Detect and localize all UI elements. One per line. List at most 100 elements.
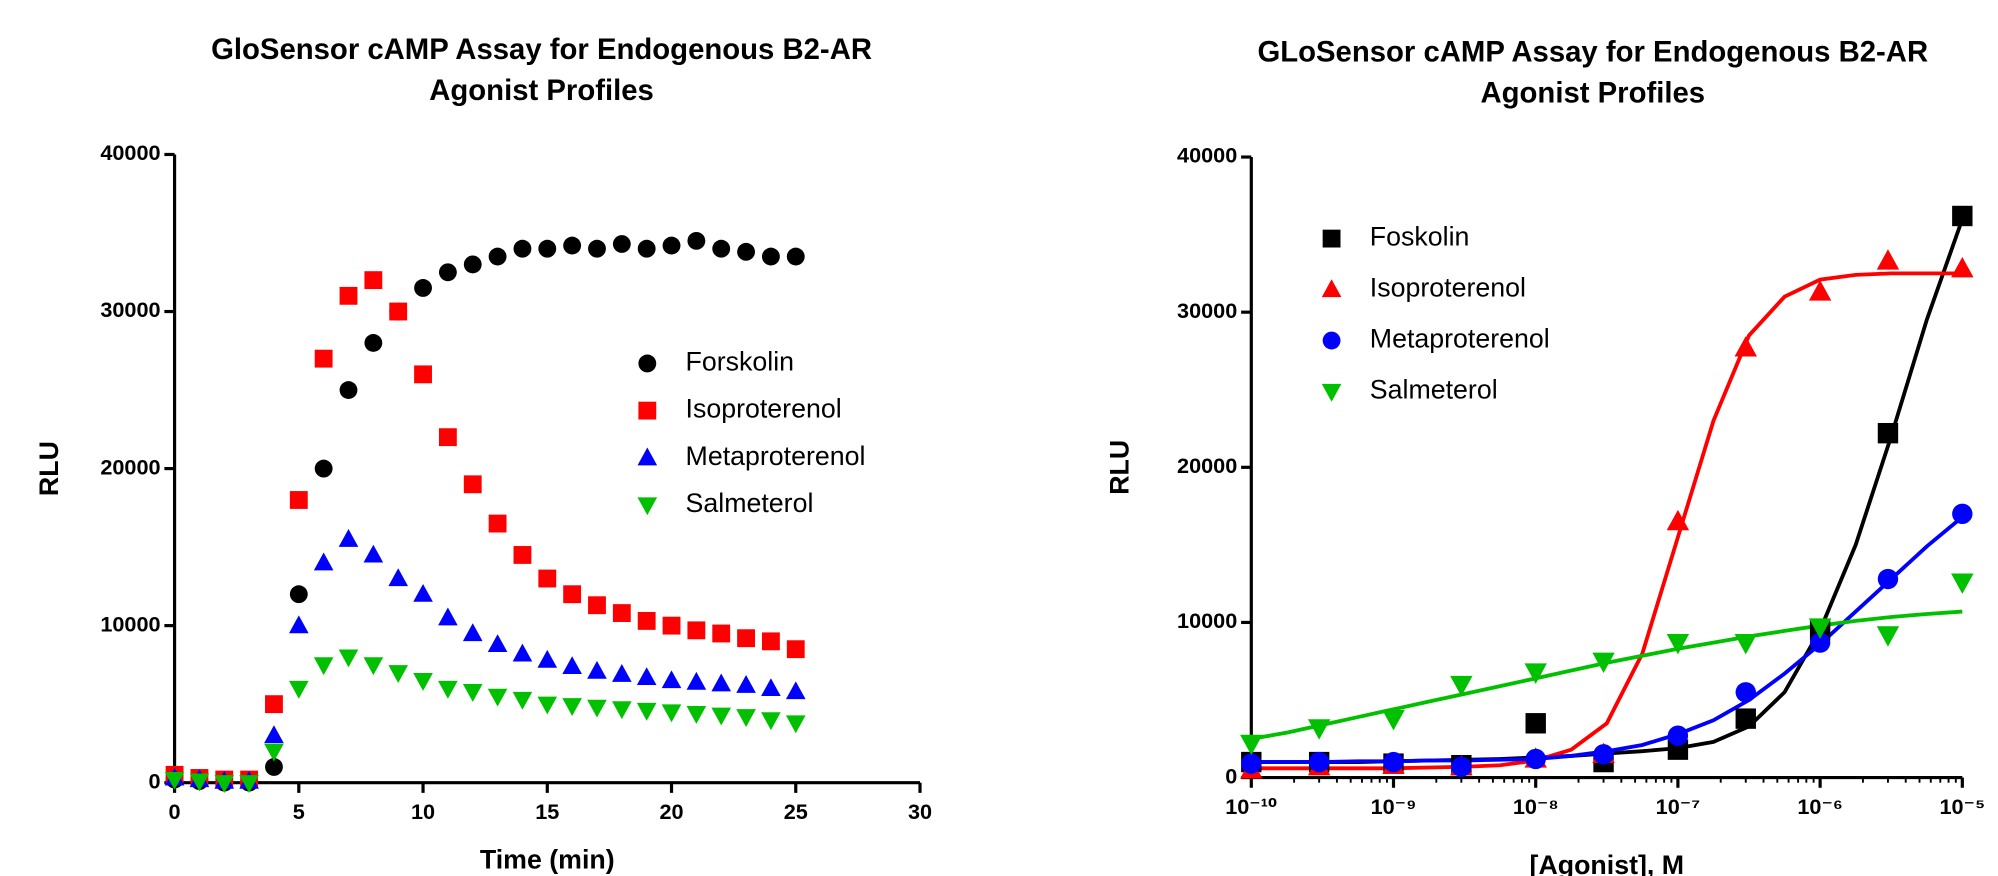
x-axis-label: Time (min) <box>480 845 615 875</box>
data-point <box>1877 568 1899 590</box>
data-point <box>1809 632 1831 653</box>
data-point <box>513 239 532 258</box>
chart-title: GLoSensor cAMP Assay for Endogenous B2-A… <box>1257 36 1928 69</box>
data-point <box>636 667 657 686</box>
legend-marker <box>1321 383 1342 402</box>
data-point <box>463 255 482 274</box>
chart-title: Agonist Profiles <box>429 74 654 107</box>
data-point <box>338 528 359 547</box>
data-point <box>786 247 805 266</box>
y-tick-label: 0 <box>1225 763 1237 788</box>
data-point <box>1592 652 1615 673</box>
data-point <box>588 596 606 615</box>
y-tick-label: 20000 <box>1177 453 1237 478</box>
data-point <box>1451 756 1472 777</box>
x-tick-label: 10 <box>411 799 435 824</box>
data-point <box>662 616 681 635</box>
data-point <box>264 725 284 744</box>
data-point <box>1241 753 1262 774</box>
y-tick-label: 10000 <box>100 611 160 636</box>
data-point <box>364 271 383 290</box>
data-point <box>264 743 284 762</box>
legend-label: Foskolin <box>1370 222 1470 252</box>
data-point <box>438 607 458 626</box>
legend-marker <box>637 497 658 516</box>
data-point <box>488 247 507 266</box>
data-point <box>637 611 656 630</box>
data-point <box>1524 663 1547 684</box>
legend-marker <box>638 354 657 373</box>
data-point <box>487 634 508 653</box>
data-point <box>1666 633 1690 655</box>
chart-title: Agonist Profiles <box>1480 76 1705 109</box>
data-point <box>1951 257 1974 278</box>
y-tick-label: 0 <box>149 768 161 793</box>
data-point <box>363 657 384 676</box>
data-point <box>1240 734 1263 756</box>
data-point <box>289 585 308 604</box>
data-point <box>1952 205 1973 227</box>
data-point <box>785 715 806 734</box>
data-point <box>1876 249 1900 270</box>
data-point <box>214 775 235 793</box>
data-point <box>537 696 558 715</box>
data-point <box>512 643 533 662</box>
x-tick-label: 15 <box>535 799 559 824</box>
data-point <box>1876 626 1900 647</box>
legend-label: Metaproterenol <box>1370 324 1550 354</box>
data-point <box>1877 422 1899 444</box>
data-point <box>189 773 210 792</box>
data-point <box>339 286 358 305</box>
x-tick-label: 10⁻⁹ <box>1371 794 1417 819</box>
data-point <box>1382 709 1405 731</box>
data-point <box>164 771 185 790</box>
chart-title: GloSensor cAMP Assay for Endogenous B2-A… <box>211 33 872 66</box>
data-point <box>1525 713 1546 734</box>
data-point <box>737 629 755 648</box>
y-axis-label: RLU <box>1104 440 1134 495</box>
data-point <box>512 691 533 710</box>
data-point <box>463 475 482 494</box>
data-point <box>388 665 409 684</box>
data-point <box>313 552 334 571</box>
data-point <box>1735 682 1756 703</box>
data-point <box>414 279 432 297</box>
fit-curve <box>1251 271 1963 771</box>
x-tick-label: 10⁻⁸ <box>1513 794 1559 819</box>
x-tick-label: 30 <box>908 799 932 824</box>
y-tick-label: 40000 <box>100 140 160 165</box>
data-point <box>462 684 483 702</box>
data-point <box>364 334 383 352</box>
data-point <box>785 681 806 700</box>
y-tick-label: 40000 <box>1177 143 1237 168</box>
legend-marker <box>1322 229 1341 248</box>
data-point <box>239 775 259 793</box>
data-point <box>612 664 632 682</box>
data-point <box>661 670 682 689</box>
data-point <box>1307 719 1331 740</box>
data-point <box>587 699 607 718</box>
data-point <box>413 583 433 602</box>
data-point <box>737 242 755 261</box>
data-point <box>636 702 657 721</box>
data-point <box>711 707 732 726</box>
data-point <box>488 514 507 533</box>
data-point <box>1808 280 1832 301</box>
x-tick-label: 10⁻⁶ <box>1797 794 1843 819</box>
y-tick-label: 30000 <box>100 297 160 322</box>
data-point <box>736 675 756 693</box>
legend-marker <box>637 447 658 466</box>
x-tick-label: 10⁻⁵ <box>1939 794 1985 819</box>
data-point <box>1593 744 1614 765</box>
data-point <box>339 381 358 399</box>
data-point <box>761 678 781 697</box>
data-point <box>1808 618 1832 639</box>
data-point <box>1952 503 1973 525</box>
legend-marker <box>1322 331 1341 350</box>
data-point <box>686 671 707 690</box>
data-point <box>538 569 557 588</box>
data-point <box>487 688 508 707</box>
data-point <box>1383 751 1404 773</box>
